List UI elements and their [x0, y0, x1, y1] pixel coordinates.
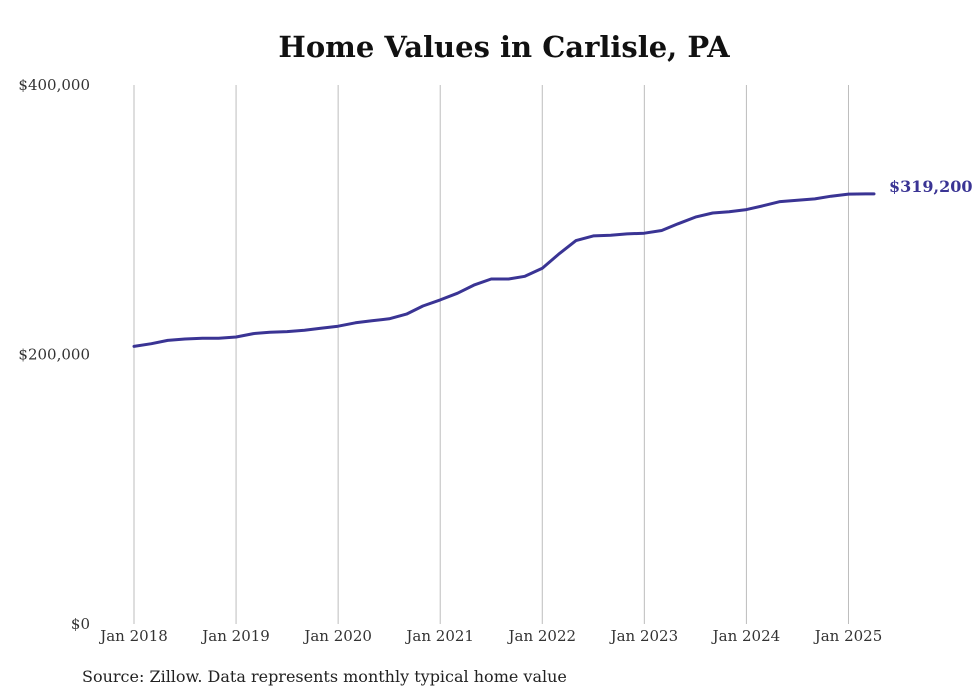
x-tick-label: Jan 2024	[711, 627, 781, 645]
x-tick-label: Jan 2019	[200, 627, 270, 645]
x-tick-label: Jan 2023	[609, 627, 679, 645]
y-tick-label: $0	[71, 615, 90, 633]
y-tick-label: $200,000	[18, 346, 90, 364]
chart-title: Home Values in Carlisle, PA	[278, 30, 730, 64]
series-line	[132, 192, 876, 348]
x-tick-label: Jan 2018	[98, 627, 168, 645]
x-tick-label: Jan 2025	[813, 627, 883, 645]
y-axis-ticks: $0 $200,000 $400,000	[18, 76, 90, 633]
x-axis-ticks: Jan 2018 Jan 2019 Jan 2020 Jan 2021 Jan 2022…	[98, 627, 882, 645]
x-tick-label: Jan 2021	[404, 627, 474, 645]
y-tick-label: $400,000	[18, 76, 90, 94]
x-tick-label: Jan 2020	[302, 627, 372, 645]
source-note: Source: Zillow. Data represents monthly …	[82, 667, 567, 686]
end-value-label: $319,200	[889, 177, 973, 196]
gridlines	[133, 85, 849, 624]
x-tick-label: Jan 2022	[506, 627, 576, 645]
series-layer	[132, 192, 876, 348]
